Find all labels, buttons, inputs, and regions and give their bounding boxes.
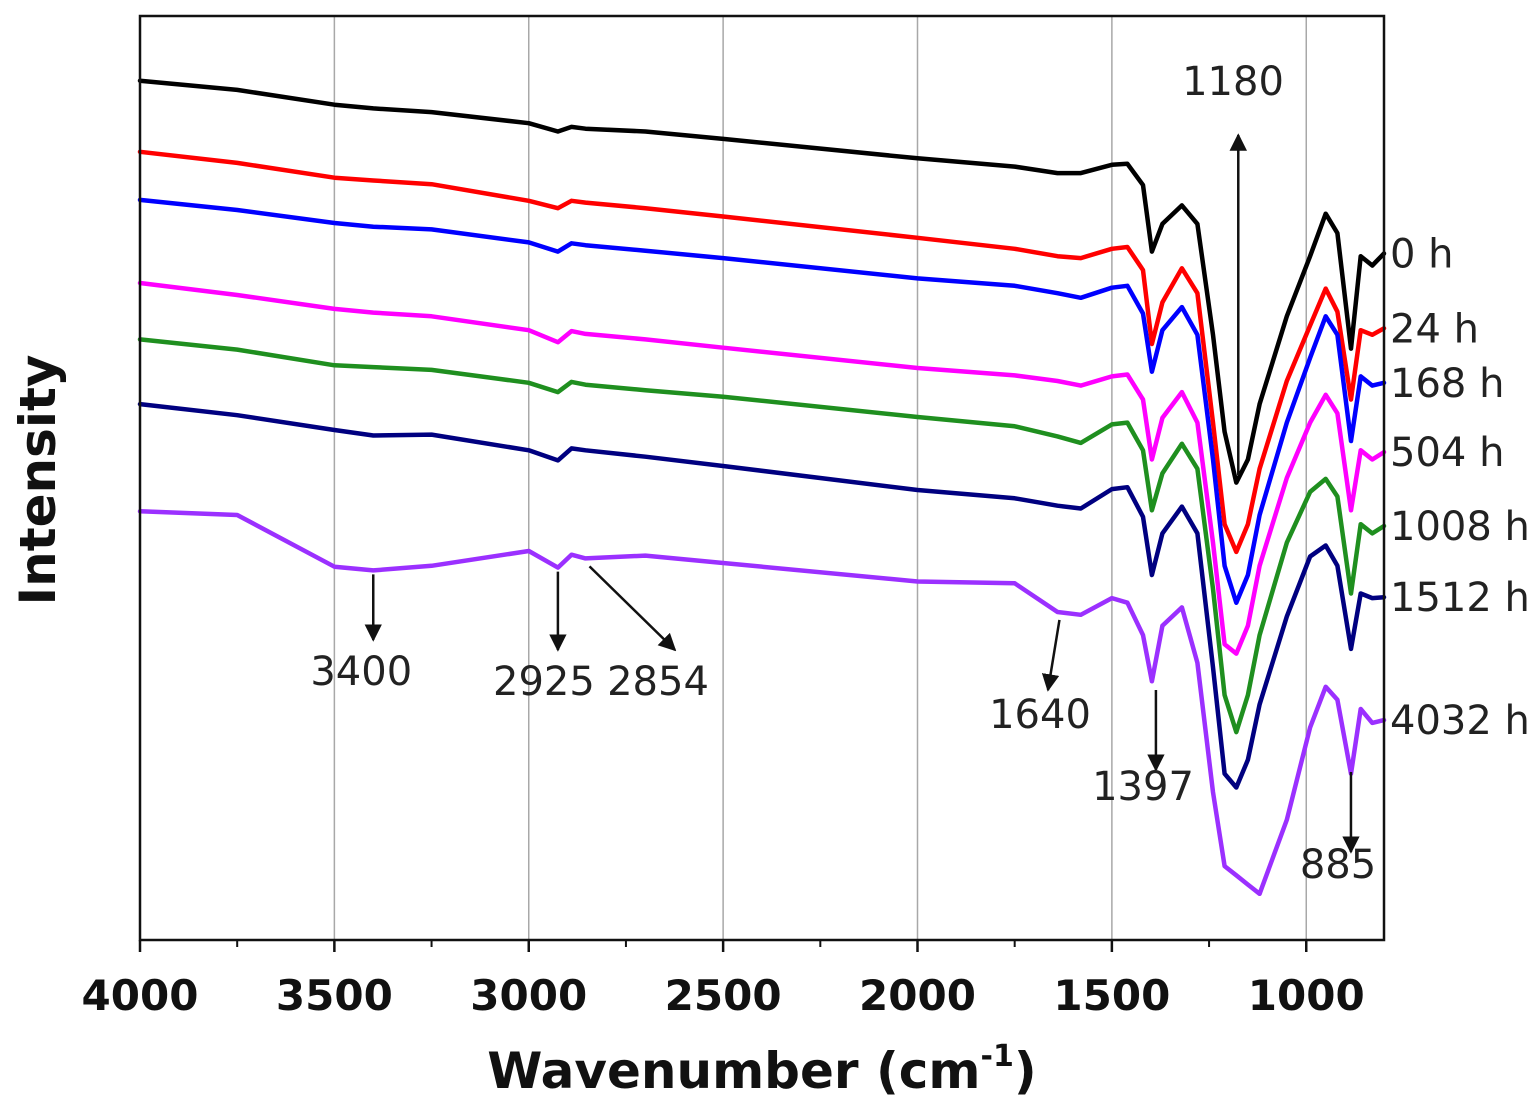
annotation-label-1397: 1397 — [1092, 764, 1194, 810]
x-axis-ticks: 4000 3500 3000 2500 2000 1500 1000 — [82, 940, 1365, 1020]
annotation-label-1180: 1180 — [1182, 59, 1284, 105]
annotation-label-885: 885 — [1300, 842, 1376, 888]
series-line-24h — [137, 149, 1387, 555]
series-label-4032h: 4032 h — [1390, 698, 1530, 744]
x-tick-label-2500: 2500 — [665, 971, 782, 1020]
series-label-24h: 24 h — [1390, 306, 1479, 352]
series-label-1008h: 1008 h — [1390, 504, 1530, 550]
x-tick-label-3500: 3500 — [276, 971, 393, 1020]
series-label-504h: 504 h — [1390, 430, 1504, 476]
x-tick-label-2000: 2000 — [859, 971, 976, 1020]
series-label-168h: 168 h — [1390, 361, 1504, 407]
annotation-label-1640: 1640 — [989, 692, 1091, 738]
vertical-gridlines — [333, 16, 1307, 940]
series-lines — [137, 78, 1387, 897]
x-tick-label-3000: 3000 — [470, 971, 587, 1020]
arrow-2854 — [588, 565, 677, 652]
series-line-504h — [137, 280, 1387, 656]
x-tick-label-1500: 1500 — [1053, 971, 1170, 1020]
arrow-1640 — [1041, 619, 1061, 692]
series-line-1008h — [137, 337, 1387, 735]
plot-frame — [138, 14, 1386, 942]
annotation-label-2854: 2854 — [607, 659, 709, 705]
series-line-168h — [137, 197, 1387, 605]
x-tick-label-4000: 4000 — [82, 971, 199, 1020]
series-line-1512h — [137, 401, 1387, 790]
series-label-0h: 0 h — [1390, 231, 1454, 277]
series-label-1512h: 1512 h — [1390, 575, 1530, 621]
y-axis-title: Intensity — [9, 354, 67, 605]
series-labels: 0 h 24 h 168 h 504 h 1008 h 1512 h 4032 h — [1390, 231, 1530, 744]
series-line-0h — [137, 78, 1387, 485]
annotation-label-2925: 2925 — [493, 659, 595, 705]
x-tick-label-1000: 1000 — [1248, 971, 1365, 1020]
series-line-4032h — [137, 509, 1387, 897]
x-axis-title: Wavenumber (cm-1) — [487, 1039, 1036, 1100]
annotation-label-3400: 3400 — [310, 649, 412, 695]
